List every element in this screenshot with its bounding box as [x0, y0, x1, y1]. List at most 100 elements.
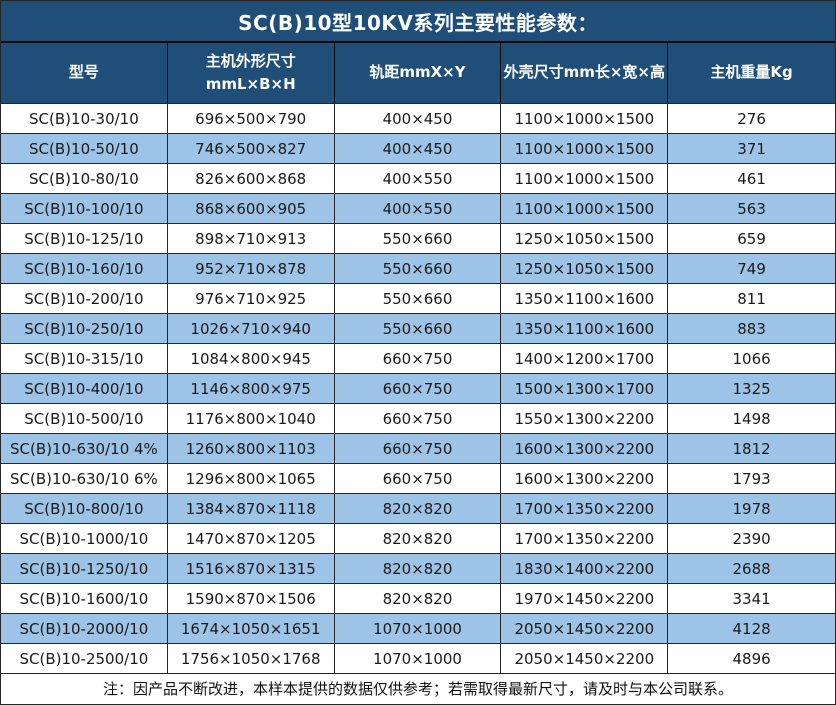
table-cell: 2688	[732, 559, 771, 578]
table-cell: 660×750	[335, 464, 502, 493]
table-cell: 1600×1300×2200	[501, 434, 669, 463]
column-header-label: 主机重量Kg	[710, 63, 793, 82]
table-cell: 1176×800×1040	[168, 404, 335, 433]
table-cell: 660×750	[335, 344, 502, 373]
table-cell: SC(B)10-1000/10	[1, 524, 168, 553]
table-cell: SC(B)10-125/10	[1, 224, 168, 253]
table-cell: SC(B)10-630/10 4%	[1, 434, 168, 463]
table-cell: 868×600×905	[168, 194, 335, 223]
table-cell: 2050×1450×2200	[501, 644, 669, 673]
table-cell: 1084×800×945	[168, 344, 335, 373]
table-cell: 1498	[732, 409, 771, 428]
table-cell: 749	[737, 259, 766, 278]
table-cell: 1325	[732, 379, 771, 398]
table-cell: 1600×1300×2200	[501, 464, 669, 493]
table-cell: 1830×1400×2200	[501, 554, 669, 583]
table-cell: SC(B)10-315/10	[1, 344, 168, 373]
table-cell: 1026×710×940	[168, 314, 335, 343]
column-header-label: 主机外形尺寸	[205, 51, 296, 70]
table-cell: SC(B)10-50/10	[1, 134, 168, 163]
table-row: SC(B)10-200/10 976×710×925 550×660 1350×110…	[1, 283, 835, 313]
table-cell: 1100×1000×1500	[501, 194, 669, 223]
table-cell: 660×750	[335, 374, 502, 403]
column-header-unit-weight: 主机重量Kg	[668, 43, 835, 103]
footnote-row: 注：因产品不断改进，本样本提供的数据仅供参考；若需取得最新尺寸，请及时与本公司联…	[1, 673, 835, 702]
column-header-label: 外壳尺寸mm长×宽×高	[503, 63, 665, 82]
table-cell: SC(B)10-160/10	[1, 254, 168, 283]
table-cell: 1070×1000	[335, 614, 502, 643]
table-cell: 550×660	[335, 314, 502, 343]
table-row: SC(B)10-315/10 1084×800×945 660×750 1400×12…	[1, 343, 835, 373]
table-cell: 1700×1350×2200	[501, 524, 669, 553]
table-cell: 1516×870×1315	[168, 554, 335, 583]
table-cell: 3341	[732, 589, 771, 608]
table-cell: 550×660	[335, 254, 502, 283]
table-row: SC(B)10-50/10 746×500×827 400×450 1100×1000…	[1, 133, 835, 163]
table-cell: 1100×1000×1500	[501, 164, 669, 193]
table-cell: 1250×1050×1500	[501, 224, 669, 253]
table-cell: 1066	[732, 349, 771, 368]
table-cell: 1756×1050×1768	[168, 644, 335, 673]
table-cell: 550×660	[335, 284, 502, 313]
table-row: SC(B)10-160/10 952×710×878 550×660 1250×105…	[1, 253, 835, 283]
table-cell: 1146×800×975	[168, 374, 335, 403]
column-header-sublabel: mmL×B×H	[205, 75, 296, 93]
table-row: SC(B)10-630/10 6% 1296×800×1065 660×750 160…	[1, 463, 835, 493]
table-cell: 746×500×827	[168, 134, 335, 163]
table-cell: 1350×1100×1600	[501, 314, 669, 343]
table-cell: SC(B)10-100/10	[1, 194, 168, 223]
table-cell: 2390	[732, 529, 771, 548]
table-cell: 883	[737, 319, 766, 338]
table-cell: SC(B)10-2000/10	[1, 614, 168, 643]
table-cell: SC(B)10-250/10	[1, 314, 168, 343]
table-cell: 2050×1450×2200	[501, 614, 669, 643]
table-row: SC(B)10-630/10 4% 1260×800×1103 660×750 160…	[1, 433, 835, 463]
table-cell: 1100×1000×1500	[501, 134, 669, 163]
table-cell: 4128	[732, 619, 771, 638]
table-row: SC(B)10-800/10 1384×870×1118 820×820 1700×1…	[1, 493, 835, 523]
table-cell: 4896	[732, 649, 771, 668]
table-cell: SC(B)10-800/10	[1, 494, 168, 523]
table-cell: 550×660	[335, 224, 502, 253]
table-cell: SC(B)10-1600/10	[1, 584, 168, 613]
table-row: SC(B)10-100/10 868×600×905 400×550 1100×100…	[1, 193, 835, 223]
table-header-row: 型号 主机外形尺寸 mmL×B×H 轨距mmX×Y 外壳尺寸mm长×宽×高 主机…	[1, 43, 835, 103]
table-cell: 660×750	[335, 434, 502, 463]
table-cell: SC(B)10-500/10	[1, 404, 168, 433]
table-cell: 1296×800×1065	[168, 464, 335, 493]
table-cell: 1590×870×1506	[168, 584, 335, 613]
table-cell: 952×710×878	[168, 254, 335, 283]
table-cell: 1260×800×1103	[168, 434, 335, 463]
table-title-text: SC(B)10型10KV系列主要性能参数：	[238, 10, 598, 35]
table-cell: 1793	[732, 469, 771, 488]
column-header-shell-dimensions: 外壳尺寸mm长×宽×高	[501, 43, 669, 103]
table-cell: 659	[737, 229, 766, 248]
table-row: SC(B)10-1600/10 1590×870×1506 820×820 1970×…	[1, 583, 835, 613]
table-cell: 820×820	[335, 494, 502, 523]
table-row: SC(B)10-2000/10 1674×1050×1651 1070×1000 20…	[1, 613, 835, 643]
table-cell: 1978	[732, 499, 771, 518]
table-row: SC(B)10-400/10 1146×800×975 660×750 1500×13…	[1, 373, 835, 403]
table-row: SC(B)10-30/10 696×500×790 400×450 1100×1000…	[1, 103, 835, 133]
table-row: SC(B)10-80/10 826×600×868 400×550 1100×1000…	[1, 163, 835, 193]
table-cell: 1550×1300×2200	[501, 404, 669, 433]
footnote-text: 注：因产品不断改进，本样本提供的数据仅供参考；若需取得最新尺寸，请及时与本公司联…	[102, 679, 733, 698]
table-cell: 1070×1000	[335, 644, 502, 673]
table-cell: 660×750	[335, 404, 502, 433]
table-cell: 898×710×913	[168, 224, 335, 253]
table-cell: 400×450	[335, 104, 502, 133]
table-cell: 976×710×925	[168, 284, 335, 313]
table-cell: 811	[737, 289, 766, 308]
table-cell: SC(B)10-400/10	[1, 374, 168, 403]
table-cell: SC(B)10-2500/10	[1, 644, 168, 673]
table-cell: 1100×1000×1500	[501, 104, 669, 133]
table-cell: 400×550	[335, 194, 502, 223]
table-row: SC(B)10-250/10 1026×710×940 550×660 1350×11…	[1, 313, 835, 343]
table-cell: 696×500×790	[168, 104, 335, 133]
table-cell: 820×820	[335, 554, 502, 583]
table-cell: 400×450	[335, 134, 502, 163]
table-cell: 820×820	[335, 524, 502, 553]
table-row: SC(B)10-125/10 898×710×913 550×660 1250×105…	[1, 223, 835, 253]
table-cell: 1400×1200×1700	[501, 344, 669, 373]
table-cell: 1812	[732, 439, 771, 458]
